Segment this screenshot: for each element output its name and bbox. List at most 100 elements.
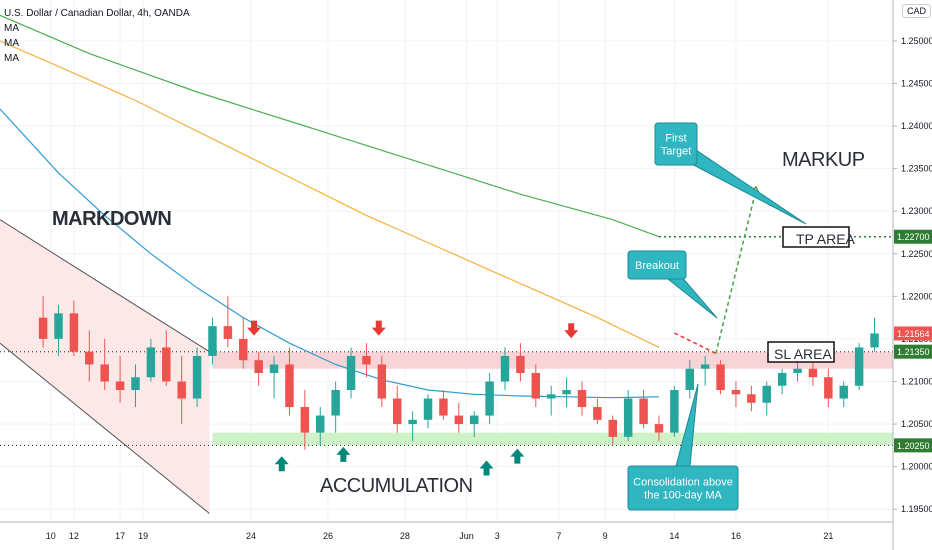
- price-badge-label: 1.21350: [897, 347, 930, 357]
- down-arrow-icon: [371, 320, 386, 336]
- candle-body: [362, 355, 371, 365]
- candle-body: [685, 368, 694, 391]
- time-tick-label: Jun: [459, 531, 474, 541]
- projection-markup: [715, 189, 757, 354]
- annotations-layer: MARKDOWN ACCUMULATION MARKUP TP AREA SL AREA…: [52, 122, 865, 511]
- consolidation-callout-text: the 100-day MA: [644, 490, 722, 502]
- candle-body: [254, 360, 263, 373]
- consolidation-callout-box[interactable]: [627, 465, 739, 511]
- time-tick-label: 12: [69, 531, 79, 541]
- legend: U.S. Dollar / Canadian Dollar, 4h, OANDA…: [4, 6, 190, 66]
- price-tick-label: 1.23500: [901, 164, 932, 174]
- candle-body: [593, 407, 602, 420]
- candles-layer: [38, 296, 879, 450]
- ma-label-2[interactable]: MA: [4, 38, 19, 49]
- candle-body: [269, 364, 279, 373]
- price-tick-label: 1.21000: [901, 376, 932, 386]
- price-tick-label: 1.25000: [901, 36, 932, 46]
- candle-body: [531, 372, 541, 399]
- ma-slow-line: [0, 14, 660, 238]
- candle-body: [115, 381, 125, 391]
- price-badge-label: 1.21564: [897, 329, 930, 339]
- candle-body: [469, 415, 479, 425]
- candle-body: [654, 424, 664, 433]
- time-tick-label: 3: [495, 531, 500, 541]
- candle-body: [854, 347, 864, 386]
- projection-pullback: [674, 332, 717, 355]
- first-target-callout-box[interactable]: [654, 122, 698, 166]
- price-badge: [894, 229, 932, 244]
- candle-body: [839, 385, 848, 399]
- candle-body: [777, 372, 787, 386]
- breakout-callout-box[interactable]: [627, 250, 687, 280]
- candle-body: [100, 364, 109, 382]
- candle-body: [454, 415, 464, 425]
- time-tick-label: 19: [138, 531, 148, 541]
- price-badge: [894, 438, 932, 453]
- candle-body: [316, 415, 325, 433]
- candle-body: [285, 364, 294, 408]
- support-zone: [212, 432, 893, 446]
- candle-body: [177, 381, 186, 399]
- channel-lower-line: [0, 342, 210, 514]
- down-arrow-icon: [564, 323, 579, 339]
- ma-label-1[interactable]: MA: [4, 23, 19, 34]
- price-tick-label: 1.20000: [901, 462, 932, 472]
- price-badge: [894, 344, 932, 359]
- candle-body: [870, 333, 879, 348]
- candle-body: [670, 390, 679, 433]
- accumulation-label: ACCUMULATION: [320, 475, 473, 497]
- candle-body: [824, 377, 833, 399]
- candle-body: [192, 355, 202, 399]
- ma-label-3[interactable]: MA: [4, 53, 19, 64]
- candle-body: [223, 326, 233, 339]
- time-tick-label: 9: [603, 531, 608, 541]
- price-tick-label: 1.20500: [901, 419, 932, 429]
- candle-body: [239, 338, 248, 361]
- consolidation-callout-text: Consolidation above: [633, 477, 733, 489]
- time-tick-label: 16: [731, 531, 741, 541]
- candle-body: [716, 364, 725, 391]
- candle-body: [793, 368, 802, 373]
- candle-body: [485, 381, 494, 416]
- candle-body: [623, 398, 633, 437]
- price-tick-label: 1.22500: [901, 249, 932, 259]
- candle-body: [639, 398, 648, 425]
- up-arrow-icon: [336, 446, 351, 462]
- time-tick-label: 7: [556, 531, 561, 541]
- candle-body: [408, 419, 417, 425]
- time-tick-label: 26: [323, 531, 333, 541]
- tp-area-label: TP AREA: [796, 231, 856, 247]
- time-tick-label: 10: [46, 531, 56, 541]
- up-arrow-icon: [479, 460, 494, 476]
- candle-body: [146, 347, 156, 378]
- up-arrow-icon: [274, 456, 289, 472]
- candle-body: [38, 317, 48, 339]
- markdown-label: MARKDOWN: [52, 208, 171, 230]
- price-tick-label: 1.23000: [901, 206, 932, 216]
- candle-body: [516, 355, 525, 373]
- candle-body: [731, 390, 741, 395]
- first-target-callout-text: First: [665, 133, 686, 145]
- candle-body: [546, 394, 556, 399]
- time-tick-label: 28: [400, 531, 410, 541]
- breakout-callout-text: Breakout: [635, 260, 679, 272]
- price-tick-label: 1.24500: [901, 78, 932, 88]
- candle-body: [346, 355, 356, 391]
- symbol-title[interactable]: U.S. Dollar / Canadian Dollar, 4h, OANDA: [4, 8, 190, 19]
- price-badge: [894, 326, 932, 341]
- channel-upper-line: [0, 219, 210, 353]
- candle-body: [423, 398, 433, 420]
- candle-body: [747, 394, 756, 403]
- candle-body: [577, 390, 587, 408]
- time-tick-label: 21: [823, 531, 833, 541]
- sl-area-box: [767, 341, 835, 363]
- candle-body: [208, 326, 217, 356]
- candle-body: [69, 313, 79, 352]
- candle-body: [700, 364, 710, 369]
- currency-button[interactable]: CAD: [902, 4, 932, 18]
- price-tick-label: 1.24000: [901, 121, 932, 131]
- candle-body: [762, 385, 771, 403]
